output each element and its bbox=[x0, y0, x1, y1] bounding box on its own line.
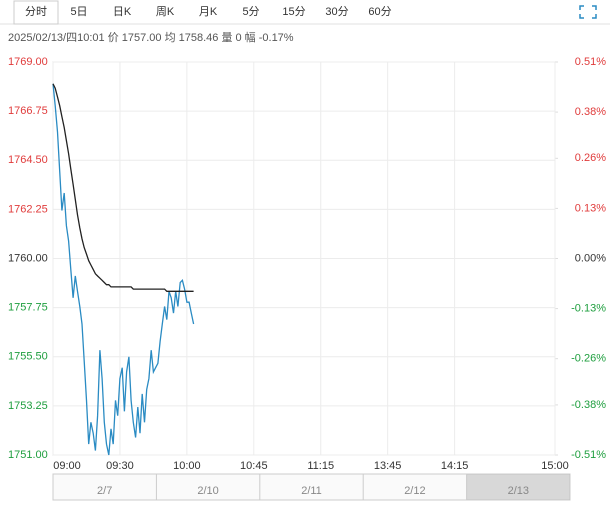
price-line bbox=[52, 83, 195, 456]
tab[interactable]: 日K bbox=[113, 6, 132, 18]
y-tick-label: 1762.25 bbox=[8, 203, 48, 215]
x-tick-label: 13:45 bbox=[374, 460, 402, 472]
x-tick-label: 09:00 bbox=[53, 460, 81, 472]
y2-tick-label: -0.13% bbox=[571, 302, 606, 314]
tab[interactable]: 60分 bbox=[368, 5, 391, 18]
navigator-date: 2/11 bbox=[301, 485, 322, 497]
x-tick-label: 10:45 bbox=[240, 460, 268, 472]
tab[interactable]: 5日 bbox=[70, 6, 87, 18]
y2-tick-label: 0.38% bbox=[575, 106, 606, 118]
y-tick-label: 1751.00 bbox=[8, 449, 48, 461]
tab[interactable]: 30分 bbox=[325, 5, 348, 18]
navigator-date: 2/13 bbox=[508, 485, 529, 497]
y2-tick-label: 0.13% bbox=[575, 202, 606, 214]
y-tick-label: 1760.00 bbox=[8, 252, 48, 264]
y2-tick-label: -0.26% bbox=[571, 353, 606, 365]
price-line bbox=[52, 83, 194, 292]
y2-tick-label: 0.51% bbox=[575, 56, 606, 68]
y-tick-label: 1769.00 bbox=[8, 56, 48, 68]
navigator-date: 2/7 bbox=[97, 485, 112, 497]
y2-tick-label: -0.51% bbox=[571, 449, 606, 461]
y-tick-label: 1764.50 bbox=[8, 154, 48, 166]
x-tick-label: 14:15 bbox=[441, 460, 469, 472]
tab[interactable]: 周K bbox=[156, 5, 175, 18]
tab[interactable]: 15分 bbox=[282, 5, 305, 18]
y-tick-label: 1755.50 bbox=[8, 351, 48, 363]
tab[interactable]: 5分 bbox=[242, 5, 259, 18]
tab[interactable]: 月K bbox=[199, 6, 218, 18]
y2-tick-label: 0.00% bbox=[575, 252, 606, 264]
y-tick-label: 1753.25 bbox=[8, 400, 48, 412]
fullscreen-icon[interactable] bbox=[579, 5, 597, 19]
x-tick-label: 15:00 bbox=[541, 460, 569, 472]
tab-selected[interactable] bbox=[13, 0, 59, 25]
navigator-date: 2/12 bbox=[404, 485, 425, 497]
tab[interactable]: 分时 bbox=[25, 5, 47, 18]
navigator-selection[interactable] bbox=[466, 474, 570, 500]
x-tick-label: 11:15 bbox=[307, 460, 334, 472]
y2-tick-label: -0.38% bbox=[571, 399, 606, 411]
x-tick-label: 09:30 bbox=[106, 460, 134, 472]
info-line: 2025/02/13/四10:01 价 1757.00 均 1758.46 量 … bbox=[8, 31, 294, 44]
y-tick-label: 1766.75 bbox=[8, 105, 48, 117]
y2-tick-label: 0.26% bbox=[575, 152, 606, 164]
navigator-date: 2/10 bbox=[197, 485, 218, 497]
x-tick-label: 10:00 bbox=[173, 460, 201, 472]
y-tick-label: 1757.75 bbox=[8, 302, 48, 314]
